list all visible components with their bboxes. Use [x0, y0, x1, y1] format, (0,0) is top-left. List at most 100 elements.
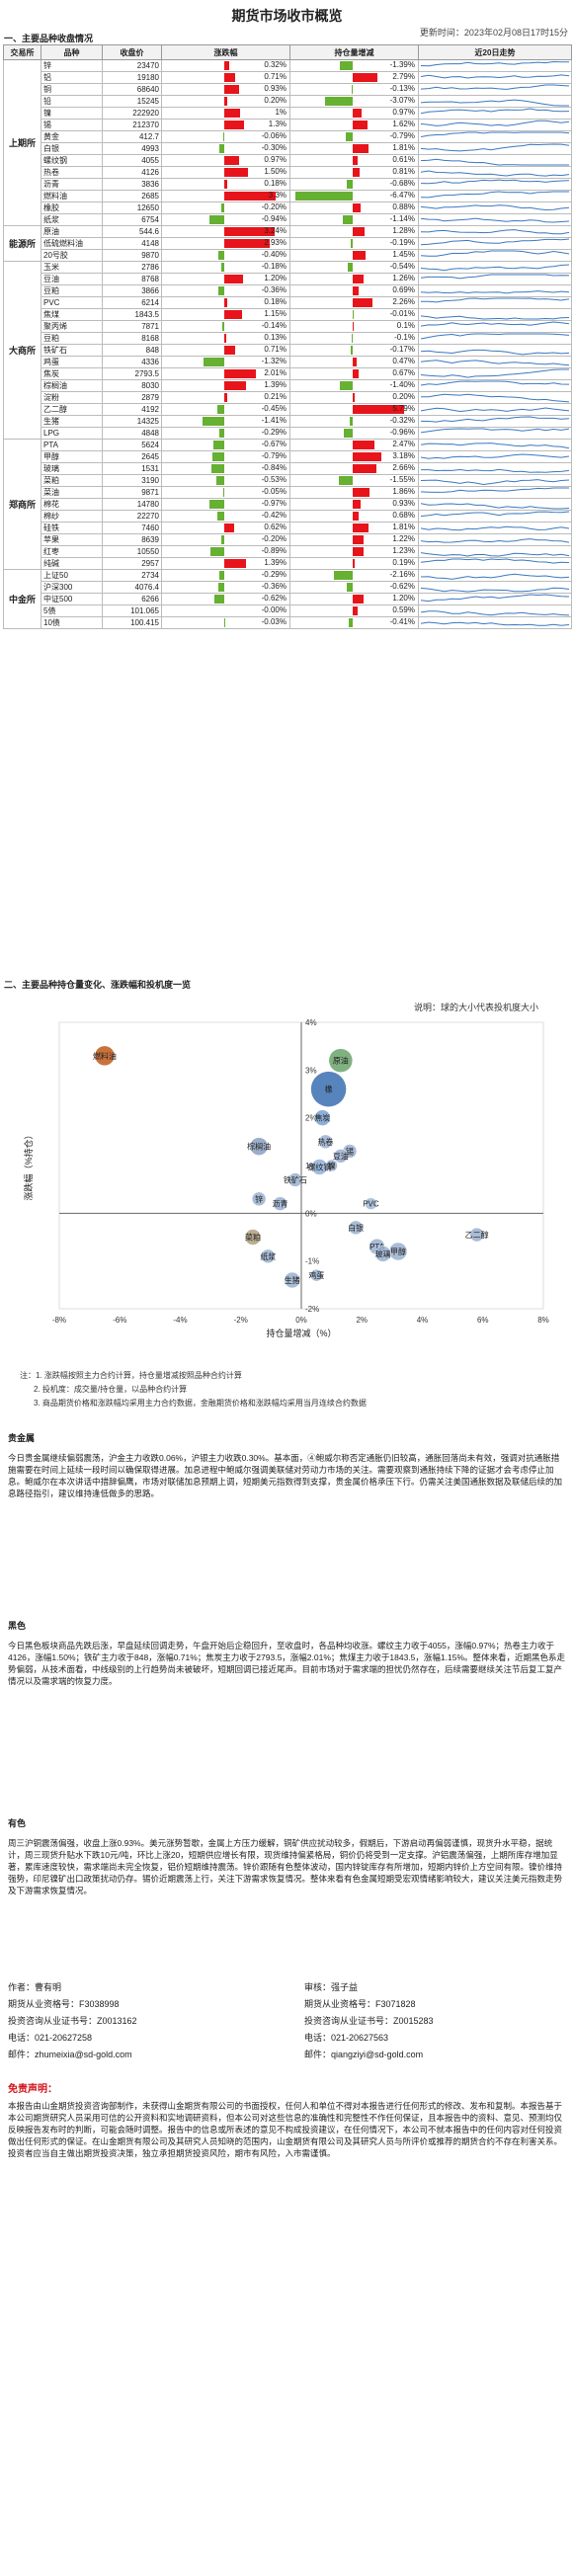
- product-name: 上证50: [41, 569, 103, 582]
- change-cell: -0.14%: [161, 320, 290, 333]
- oi-cell: 0.69%: [289, 284, 419, 297]
- oi-cell-value: -1.39%: [389, 60, 415, 70]
- change-cell: -0.18%: [161, 261, 290, 274]
- oi-cell-value: 0.88%: [392, 202, 415, 212]
- change-cell: -0.79%: [161, 450, 290, 463]
- y-tick-label: -2%: [305, 1305, 319, 1314]
- table-row: 硅铁 7460 0.62% 1.81%: [4, 522, 572, 534]
- change-cell-value: -0.29%: [261, 428, 287, 438]
- close-price: 848: [102, 344, 162, 357]
- change-cell-bar: [224, 61, 230, 70]
- oi-cell: -1.40%: [289, 379, 419, 392]
- point-label: 白银: [348, 1223, 364, 1233]
- trend-sparkline: [418, 296, 572, 309]
- trend-sparkline: [418, 415, 572, 428]
- change-cell-bar: [224, 192, 276, 201]
- change-cell-value: -0.00%: [261, 605, 287, 615]
- oi-cell-value: -2.16%: [389, 570, 415, 580]
- close-price: 544.6: [102, 225, 162, 238]
- change-cell-bar: [219, 429, 224, 438]
- oi-cell-value: 1.45%: [392, 250, 415, 260]
- oi-cell-value: 0.19%: [392, 558, 415, 568]
- change-cell-bar: [208, 500, 224, 509]
- oi-cell-value: 0.61%: [392, 155, 415, 165]
- sparkline-line: [421, 587, 569, 593]
- oi-cell-value: 2.79%: [392, 72, 415, 82]
- trend-sparkline: [418, 403, 572, 416]
- close-price: 14780: [102, 498, 162, 511]
- product-name: 锌: [41, 59, 103, 72]
- table-row: 菜油 9871 -0.05% 1.86%: [4, 486, 572, 499]
- sparkline-line: [421, 131, 569, 137]
- oi-cell: 0.19%: [289, 557, 419, 570]
- close-price: 412.7: [102, 130, 162, 143]
- author-cert: 投资咨询从业证书号：Z0013162: [8, 2016, 137, 2026]
- change-cell: 0.93%: [161, 83, 290, 96]
- product-name: 原油: [41, 225, 103, 238]
- change-cell: -0.40%: [161, 249, 290, 262]
- trend-sparkline: [418, 142, 572, 155]
- close-price: 4336: [102, 356, 162, 368]
- close-price: 100.415: [102, 616, 162, 629]
- oi-cell-value: -0.54%: [389, 262, 415, 272]
- metals-heading: 贵金属: [8, 1433, 36, 1443]
- oi-cell: 1.23%: [289, 545, 419, 558]
- trend-sparkline: [418, 190, 572, 202]
- trend-sparkline: [418, 130, 572, 143]
- change-cell-value: 1.39%: [264, 380, 287, 390]
- change-cell-bar: [221, 322, 224, 331]
- table-row: 纸浆 6754 -0.94% -1.14%: [4, 213, 572, 226]
- table-row: 黄金 412.7 -0.06% -0.79%: [4, 130, 572, 143]
- table-row: 镍 222920 1% 0.97%: [4, 107, 572, 120]
- x-tick-label: -2%: [234, 1316, 248, 1325]
- oi-cell: -0.62%: [289, 581, 419, 594]
- product-name: 玻璃: [41, 462, 103, 475]
- table-row: 纯碱 2957 1.39% 0.19%: [4, 557, 572, 570]
- oi-cell-value: 1.62%: [392, 120, 415, 129]
- sparkline-line: [421, 525, 569, 531]
- oi-cell: -0.1%: [289, 332, 419, 345]
- section-title-2: 二、主要品种持仓量变化、涨跌幅和投机度一览: [4, 980, 192, 990]
- change-cell-bar: [220, 203, 224, 212]
- change-cell: 0.62%: [161, 522, 290, 534]
- oi-cell: 1.22%: [289, 533, 419, 546]
- oi-cell: 0.59%: [289, 604, 419, 617]
- oi-cell-value: 0.47%: [392, 357, 415, 366]
- section-title-1: 一、主要品种收盘情况: [4, 34, 94, 43]
- scatter-point: [287, 1172, 303, 1187]
- change-cell: 2.01%: [161, 367, 290, 380]
- change-cell-bar: [223, 488, 224, 497]
- y-tick-label: 2%: [305, 1114, 317, 1123]
- change-cell-bar: [223, 132, 224, 141]
- table-row: 生猪 14325 -1.41% -0.32%: [4, 415, 572, 428]
- table-row: 郑商所 PTA 5624 -0.67% 2.47%: [3, 439, 572, 570]
- change-cell: 0.18%: [161, 178, 290, 191]
- close-price: 12650: [102, 201, 162, 214]
- sparkline-line: [421, 393, 569, 403]
- change-cell-bar: [214, 595, 224, 604]
- trend-sparkline: [418, 119, 572, 131]
- author-name: 作者：曹有明: [8, 1982, 62, 1992]
- trend-sparkline: [418, 427, 572, 440]
- oi-cell: 0.67%: [289, 367, 419, 380]
- change-cell: 0.13%: [161, 332, 290, 345]
- table-row: 橡胶 12650 -0.20% 0.88%: [4, 201, 572, 214]
- trend-sparkline: [418, 261, 572, 274]
- trend-sparkline: [418, 450, 572, 463]
- exchange-cell: 能源所: [3, 225, 41, 262]
- y-tick-label: 4%: [305, 1018, 317, 1027]
- disclaimer-heading: 免责声明：: [8, 2084, 57, 2095]
- point-label: 玻璃: [375, 1248, 391, 1258]
- oi-cell-bar: [353, 109, 362, 118]
- change-cell-bar: [224, 109, 240, 118]
- col-trend: 近20日走势: [418, 44, 572, 60]
- product-name: 20号胶: [41, 249, 103, 262]
- change-cell-bar: [224, 85, 239, 94]
- close-price: 2879: [102, 391, 162, 404]
- trend-sparkline: [418, 439, 572, 451]
- product-name: 燃料油: [41, 190, 103, 202]
- product-name: 红枣: [41, 545, 103, 558]
- table-row: 大商所 玉米 2786 -0.18% -0.54%: [3, 261, 572, 440]
- change-cell-bar: [224, 298, 227, 307]
- oi-cell-value: 5.79%: [392, 404, 415, 414]
